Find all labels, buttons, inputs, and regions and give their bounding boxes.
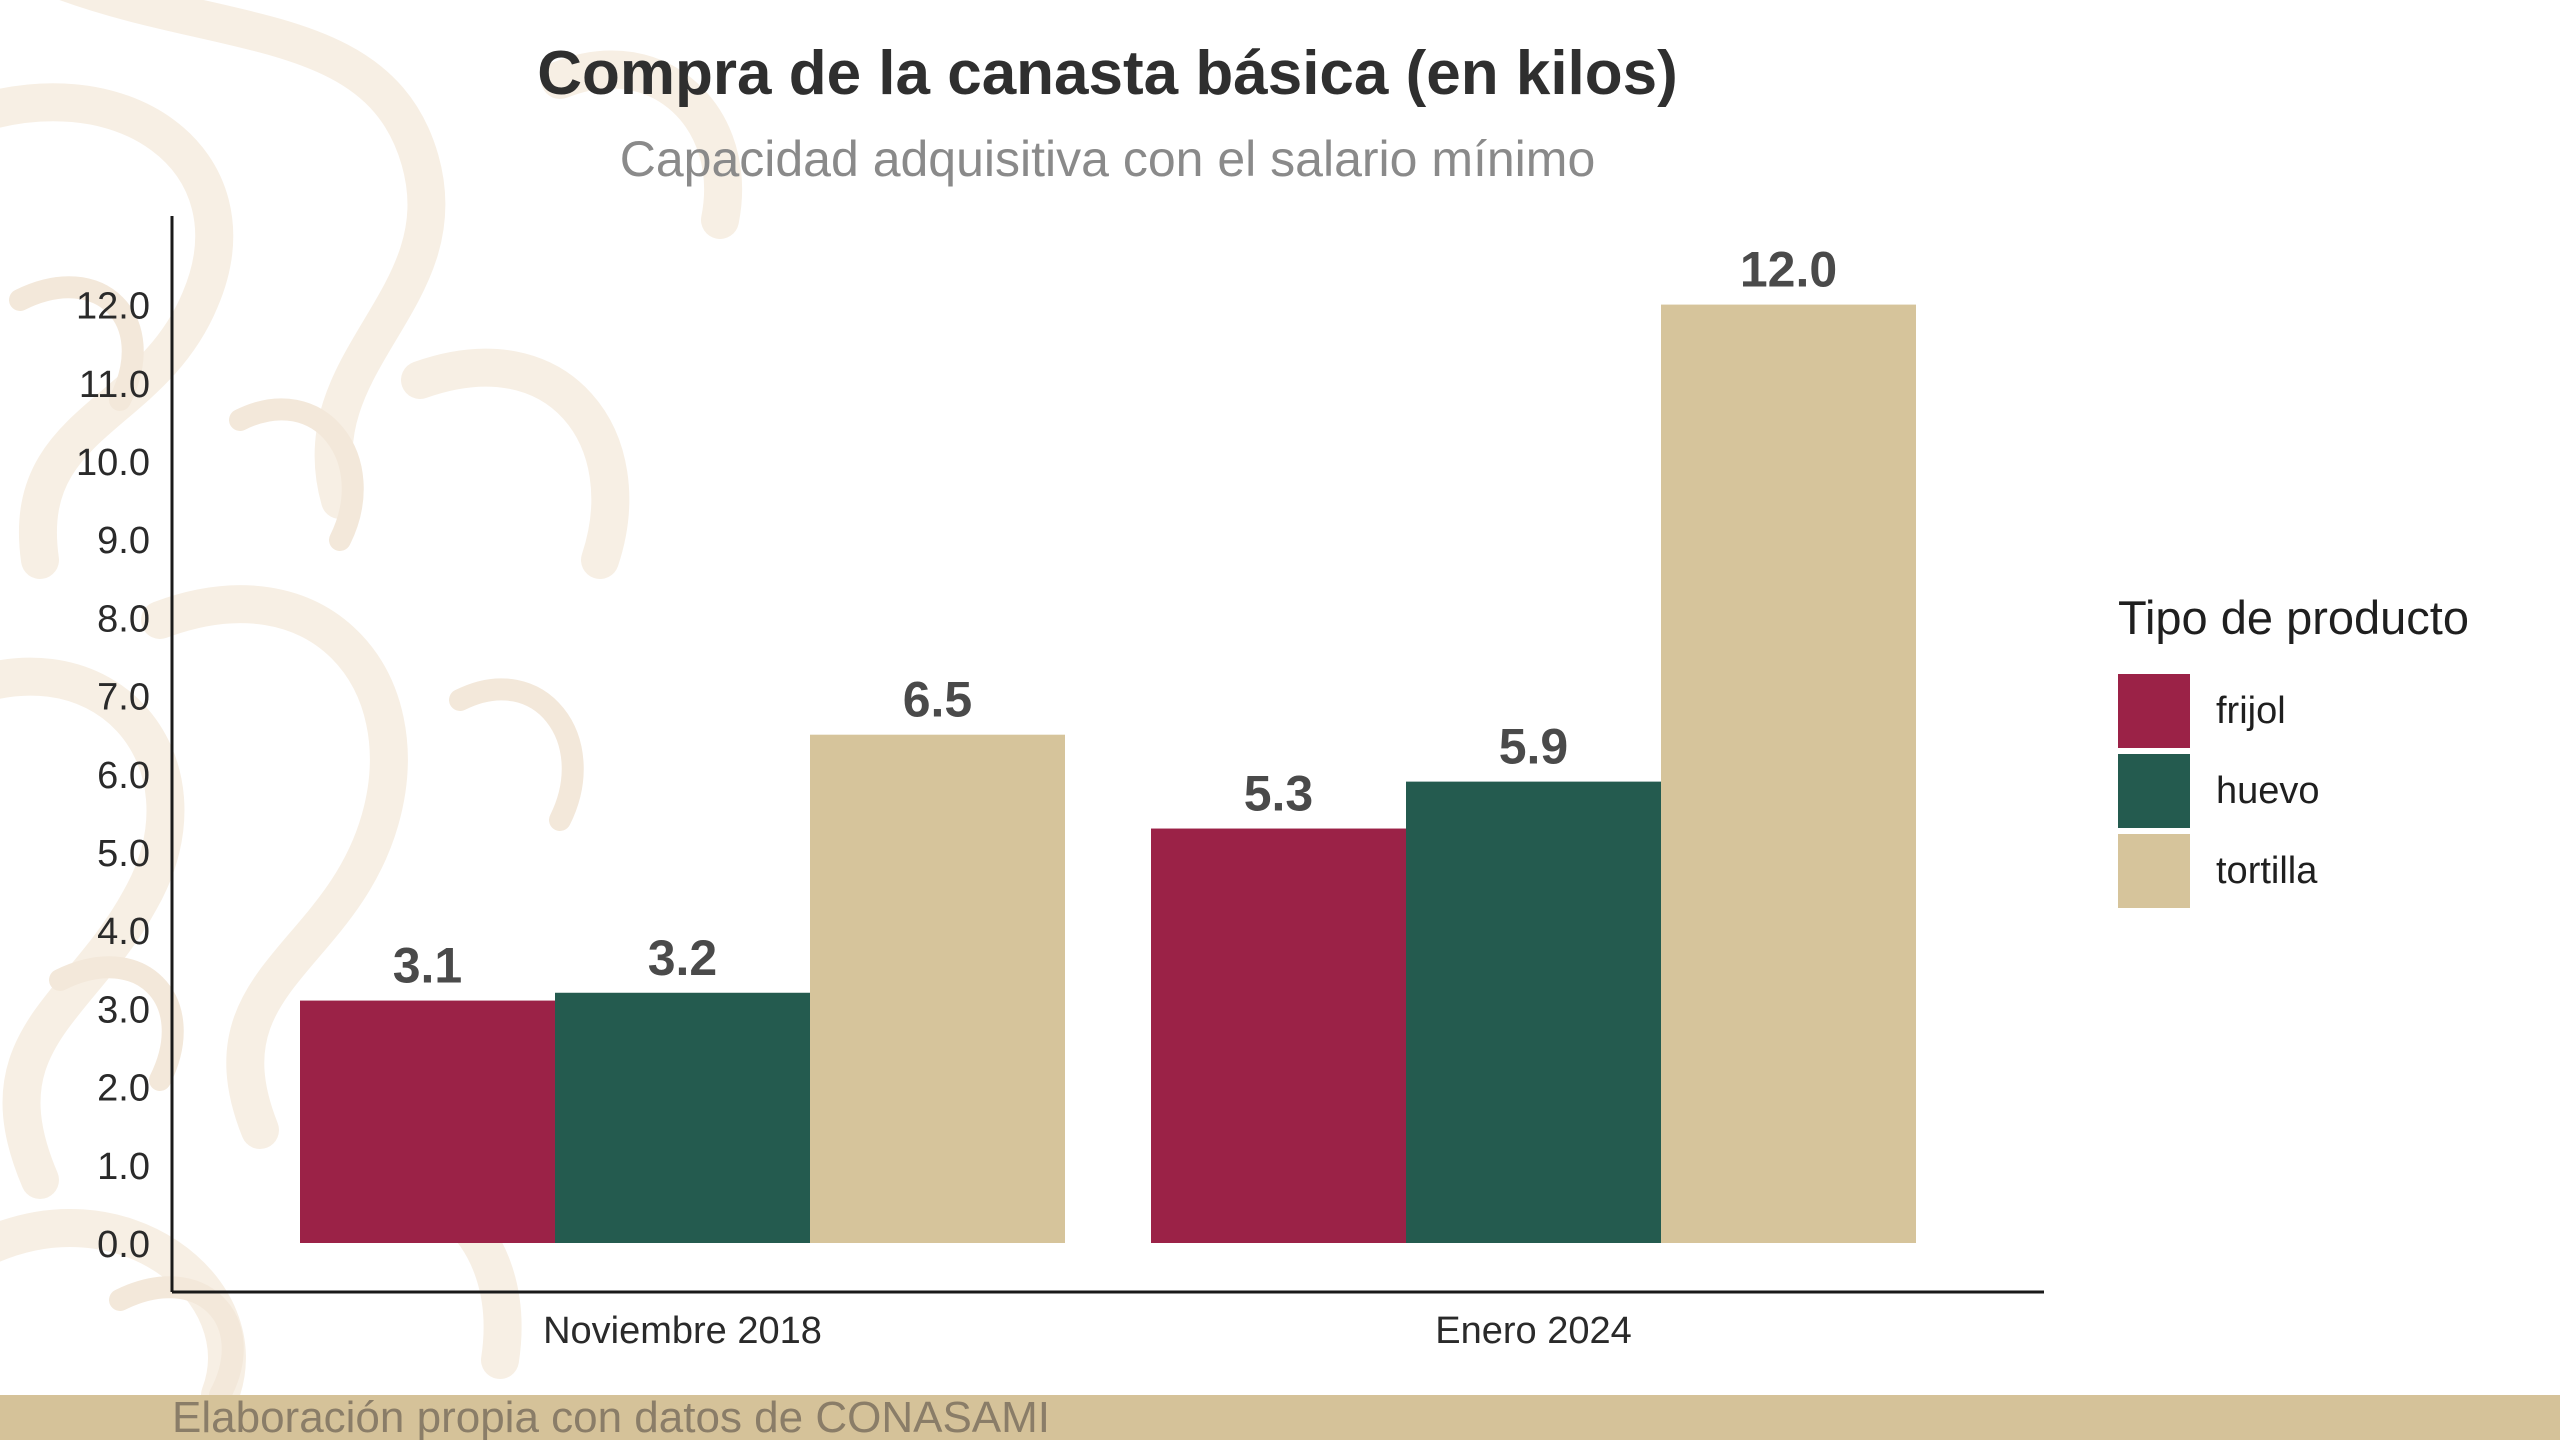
bar-frijol-1 bbox=[1151, 828, 1406, 1243]
x-tick-label: Enero 2024 bbox=[1435, 1310, 1632, 1352]
y-tick-label: 12.0 bbox=[76, 286, 150, 328]
footer-bar: Elaboración propia con datos de CONASAMI bbox=[0, 1395, 2560, 1440]
source-note: Elaboración propia con datos de CONASAMI bbox=[172, 1393, 1051, 1440]
y-tick-label: 2.0 bbox=[97, 1068, 150, 1110]
legend-items: frijol huevo tortilla bbox=[2118, 671, 2538, 911]
y-tick-label: 11.0 bbox=[79, 364, 150, 406]
bar-frijol-0 bbox=[300, 1000, 555, 1243]
y-tick-label: 10.0 bbox=[76, 442, 150, 484]
y-tick-label: 8.0 bbox=[97, 598, 150, 640]
legend-item-tortilla: tortilla bbox=[2118, 831, 2538, 911]
y-tick-label: 0.0 bbox=[97, 1224, 150, 1266]
legend: Tipo de producto frijol huevo tortilla bbox=[2118, 590, 2538, 911]
bar-value-label: 5.3 bbox=[1244, 766, 1314, 822]
y-tick-label: 9.0 bbox=[97, 520, 150, 562]
legend-label: huevo bbox=[2216, 769, 2320, 812]
bar-tortilla-0 bbox=[810, 734, 1065, 1243]
legend-swatch bbox=[2118, 674, 2190, 748]
legend-label: tortilla bbox=[2216, 849, 2318, 892]
legend-item-huevo: huevo bbox=[2118, 751, 2538, 831]
legend-swatch bbox=[2118, 754, 2190, 828]
legend-item-frijol: frijol bbox=[2118, 671, 2538, 751]
x-axis-tick-labels: Noviembre 2018 Enero 2024 bbox=[543, 1310, 1632, 1352]
bar-value-label: 3.1 bbox=[393, 938, 463, 994]
legend-title: Tipo de producto bbox=[2118, 591, 2469, 644]
x-tick-label: Noviembre 2018 bbox=[543, 1310, 822, 1352]
chart-subtitle: Capacidad adquisitiva con el salario mín… bbox=[619, 131, 1596, 187]
y-axis-tick-labels: 0.0 1.0 2.0 3.0 4.0 5.0 6.0 7.0 8.0 9.0 10.0 11.0 12… bbox=[76, 286, 150, 1266]
y-tick-label: 1.0 bbox=[97, 1146, 150, 1188]
y-tick-label: 7.0 bbox=[97, 677, 150, 719]
bar-huevo-1 bbox=[1406, 781, 1661, 1243]
bar-huevo-0 bbox=[555, 992, 810, 1243]
y-tick-label: 6.0 bbox=[97, 755, 150, 797]
background-pattern bbox=[0, 0, 743, 1395]
bar-value-label: 12.0 bbox=[1740, 242, 1837, 298]
y-tick-label: 5.0 bbox=[97, 833, 150, 875]
value-labels: 3.1 3.2 6.5 5.3 5.9 12.0 bbox=[393, 242, 1837, 994]
y-tick-label: 4.0 bbox=[97, 911, 150, 953]
legend-swatch bbox=[2118, 834, 2190, 908]
bar-tortilla-1 bbox=[1661, 304, 1916, 1244]
legend-label: frijol bbox=[2216, 689, 2286, 732]
bar-value-label: 6.5 bbox=[903, 672, 973, 728]
chart-title: Compra de la canasta básica (en kilos) bbox=[537, 39, 1678, 108]
bar-value-label: 3.2 bbox=[648, 930, 718, 986]
bar-value-label: 5.9 bbox=[1499, 719, 1569, 775]
y-tick-label: 3.0 bbox=[97, 989, 150, 1031]
bars bbox=[300, 304, 1916, 1244]
